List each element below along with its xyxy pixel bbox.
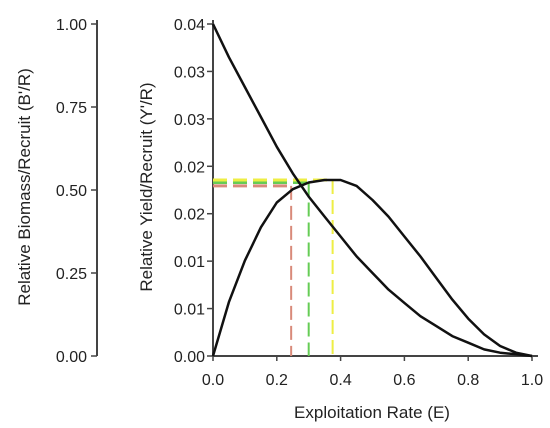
yield-tick-label: 0.01 (174, 302, 205, 319)
biomass-tick-label: 1.00 (56, 17, 87, 34)
yield-axis-label: Relative Yield/Recruit (Y'/R) (137, 82, 156, 291)
yield-per-recruit-line (211, 178, 533, 358)
biomass-per-recruit-line (211, 23, 533, 358)
biomass-tick-label: 0.75 (56, 100, 87, 117)
biomass-axis-label: Relative Biomass/Recruit (B'/R) (15, 68, 34, 306)
biomass-tick-label: 0.00 (56, 349, 87, 366)
series-lines (211, 23, 533, 358)
yield-tick-label: 0.02 (174, 159, 205, 176)
x-tick-label: 0.6 (393, 372, 415, 389)
biomass-tick-label: 0.50 (56, 183, 87, 200)
biomass-tick-label: 0.25 (56, 266, 87, 283)
x-axis-label: Exploitation Rate (E) (294, 403, 450, 422)
x-tick-label: 0.4 (329, 372, 351, 389)
yield-tick-label: 0.01 (174, 254, 205, 271)
reference-lines (213, 178, 334, 356)
x-axis-ticks: 0.0 0.2 0.4 0.6 0.8 1.0 (202, 356, 543, 389)
yield-tick-label: 0.04 (174, 17, 205, 34)
x-tick-label: 1.0 (521, 372, 543, 389)
x-tick-label: 0.2 (266, 372, 288, 389)
yield-tick-label: 0.03 (174, 64, 205, 81)
x-tick-label: 0.0 (202, 372, 224, 389)
yield-tick-label: 0.03 (174, 112, 205, 129)
yield-tick-label: 0.02 (174, 207, 205, 224)
yield-tick-label: 0.00 (174, 349, 205, 366)
biomass-axis-ticks: 0.00 0.25 0.50 0.75 1.00 (56, 17, 97, 366)
x-tick-label: 0.8 (457, 372, 479, 389)
yield-axis-ticks: 0.00 0.01 0.01 0.02 0.02 0.03 0.03 0.04 (174, 17, 213, 366)
